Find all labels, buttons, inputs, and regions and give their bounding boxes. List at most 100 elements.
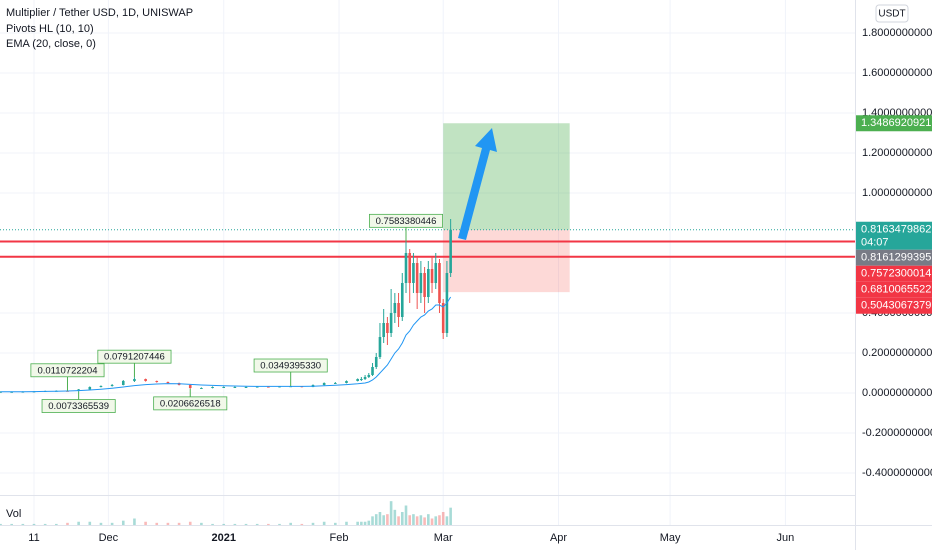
volume-bar (278, 523, 281, 525)
pivot-label: 0.0110722204 (37, 365, 97, 376)
pivot-box (41, 399, 116, 413)
ema-line (0, 296, 452, 393)
volume-bar (334, 522, 337, 525)
candle-body (121, 381, 125, 385)
y-tick-label: 1.6000000000 (862, 67, 932, 79)
volume-bar (267, 523, 270, 525)
volume-bar (367, 520, 371, 525)
volume-bar (423, 517, 426, 525)
volume-bar (166, 522, 170, 525)
volume-bar (289, 522, 292, 525)
volume-bar (255, 523, 259, 525)
volume-bar (386, 514, 389, 525)
currency-button[interactable] (875, 4, 909, 23)
indicator-label: Pivots HL (10, 10) (6, 23, 94, 35)
candle-body (155, 381, 159, 382)
pivot-label: 0.0791207446 (104, 352, 165, 363)
volume-bar (110, 522, 114, 525)
pivot-label: 0.0206626518 (160, 398, 221, 409)
candle-body (412, 263, 415, 283)
arrow (458, 128, 497, 240)
volume-label: Vol (6, 508, 21, 520)
volume-bar (10, 523, 13, 525)
x-tick-label: 2021 (211, 532, 235, 544)
candle-body (367, 375, 371, 377)
pivot-label: 0.7583380446 (376, 216, 437, 227)
candle-body (222, 387, 226, 388)
candle-body (404, 253, 408, 283)
candle-body (360, 379, 363, 380)
candle-body (378, 337, 382, 357)
price-label: 1.3486920921 (861, 117, 931, 129)
candle-body (423, 273, 426, 297)
grid (0, 0, 855, 525)
candle-body (255, 386, 259, 388)
candle-body (434, 263, 438, 283)
candle-body (382, 323, 385, 337)
candle-body (188, 385, 192, 388)
volume-bar (222, 523, 226, 525)
candle-body (415, 263, 419, 293)
volume-bar (144, 521, 147, 525)
target-zone (443, 123, 570, 230)
candle-body (449, 229, 452, 273)
chart-title: Multiplier / Tether USD, 1D, UNISWAP (6, 7, 193, 19)
pivot-box (97, 349, 172, 364)
volume-bar (322, 521, 326, 525)
volume-bar (408, 515, 412, 525)
volume-bar (393, 509, 397, 525)
volume-bar (419, 515, 423, 525)
currency-label[interactable]: USDT (878, 9, 905, 20)
candle-body (244, 387, 248, 388)
position-tool (443, 123, 570, 293)
candle-body (441, 303, 445, 333)
price-label: 0.6810065522 (861, 284, 931, 296)
x-tick-label: Jun (777, 532, 795, 544)
y-tick-label: 1.2000000000 (862, 147, 932, 159)
candle-body (110, 385, 114, 386)
candle-body (430, 269, 434, 283)
y-tick-label: -0.4000000000 (862, 467, 932, 479)
volume-bar (371, 516, 374, 525)
candle-body (374, 357, 378, 367)
volume-bar (389, 501, 393, 525)
y-tick-label: 1.0000000000 (862, 187, 932, 199)
volume-bar (378, 512, 382, 525)
volume-bar (121, 520, 125, 525)
pivot-box (153, 396, 228, 411)
volume-bar (32, 523, 36, 525)
volume-bar (445, 516, 449, 525)
volume-bar (43, 523, 47, 525)
price-label-box (856, 249, 932, 266)
pivot-label: 0.0349395330 (260, 361, 321, 372)
x-tick-label: May (660, 532, 681, 544)
volume-bar (155, 522, 159, 525)
x-tick-label: Feb (330, 532, 349, 544)
price-label-box (856, 297, 932, 314)
price-label: 0.7572300014 (861, 268, 931, 280)
volume-bar (66, 522, 69, 525)
indicator-label: EMA (20, close, 0) (6, 38, 96, 50)
candle-body (389, 313, 393, 333)
candle-body (408, 253, 412, 283)
volume-bar (434, 516, 438, 525)
y-tick-label: 1.8000000000 (862, 27, 932, 39)
candle-body (356, 379, 359, 381)
price-label-box (856, 115, 932, 132)
volume-bar (430, 518, 434, 525)
volume-bar (311, 522, 315, 525)
volume-bar (345, 521, 348, 525)
x-tick-label: Dec (99, 532, 119, 544)
stop-zone (443, 229, 570, 293)
price-label: 0.5043067379 (861, 300, 931, 312)
candle-body (397, 303, 400, 317)
volume-bar (404, 505, 408, 525)
volume-bar (449, 507, 452, 525)
volume-bar (438, 515, 441, 525)
price-label-box (856, 221, 932, 250)
pivot-box (368, 213, 443, 228)
pivot-box (253, 358, 328, 373)
